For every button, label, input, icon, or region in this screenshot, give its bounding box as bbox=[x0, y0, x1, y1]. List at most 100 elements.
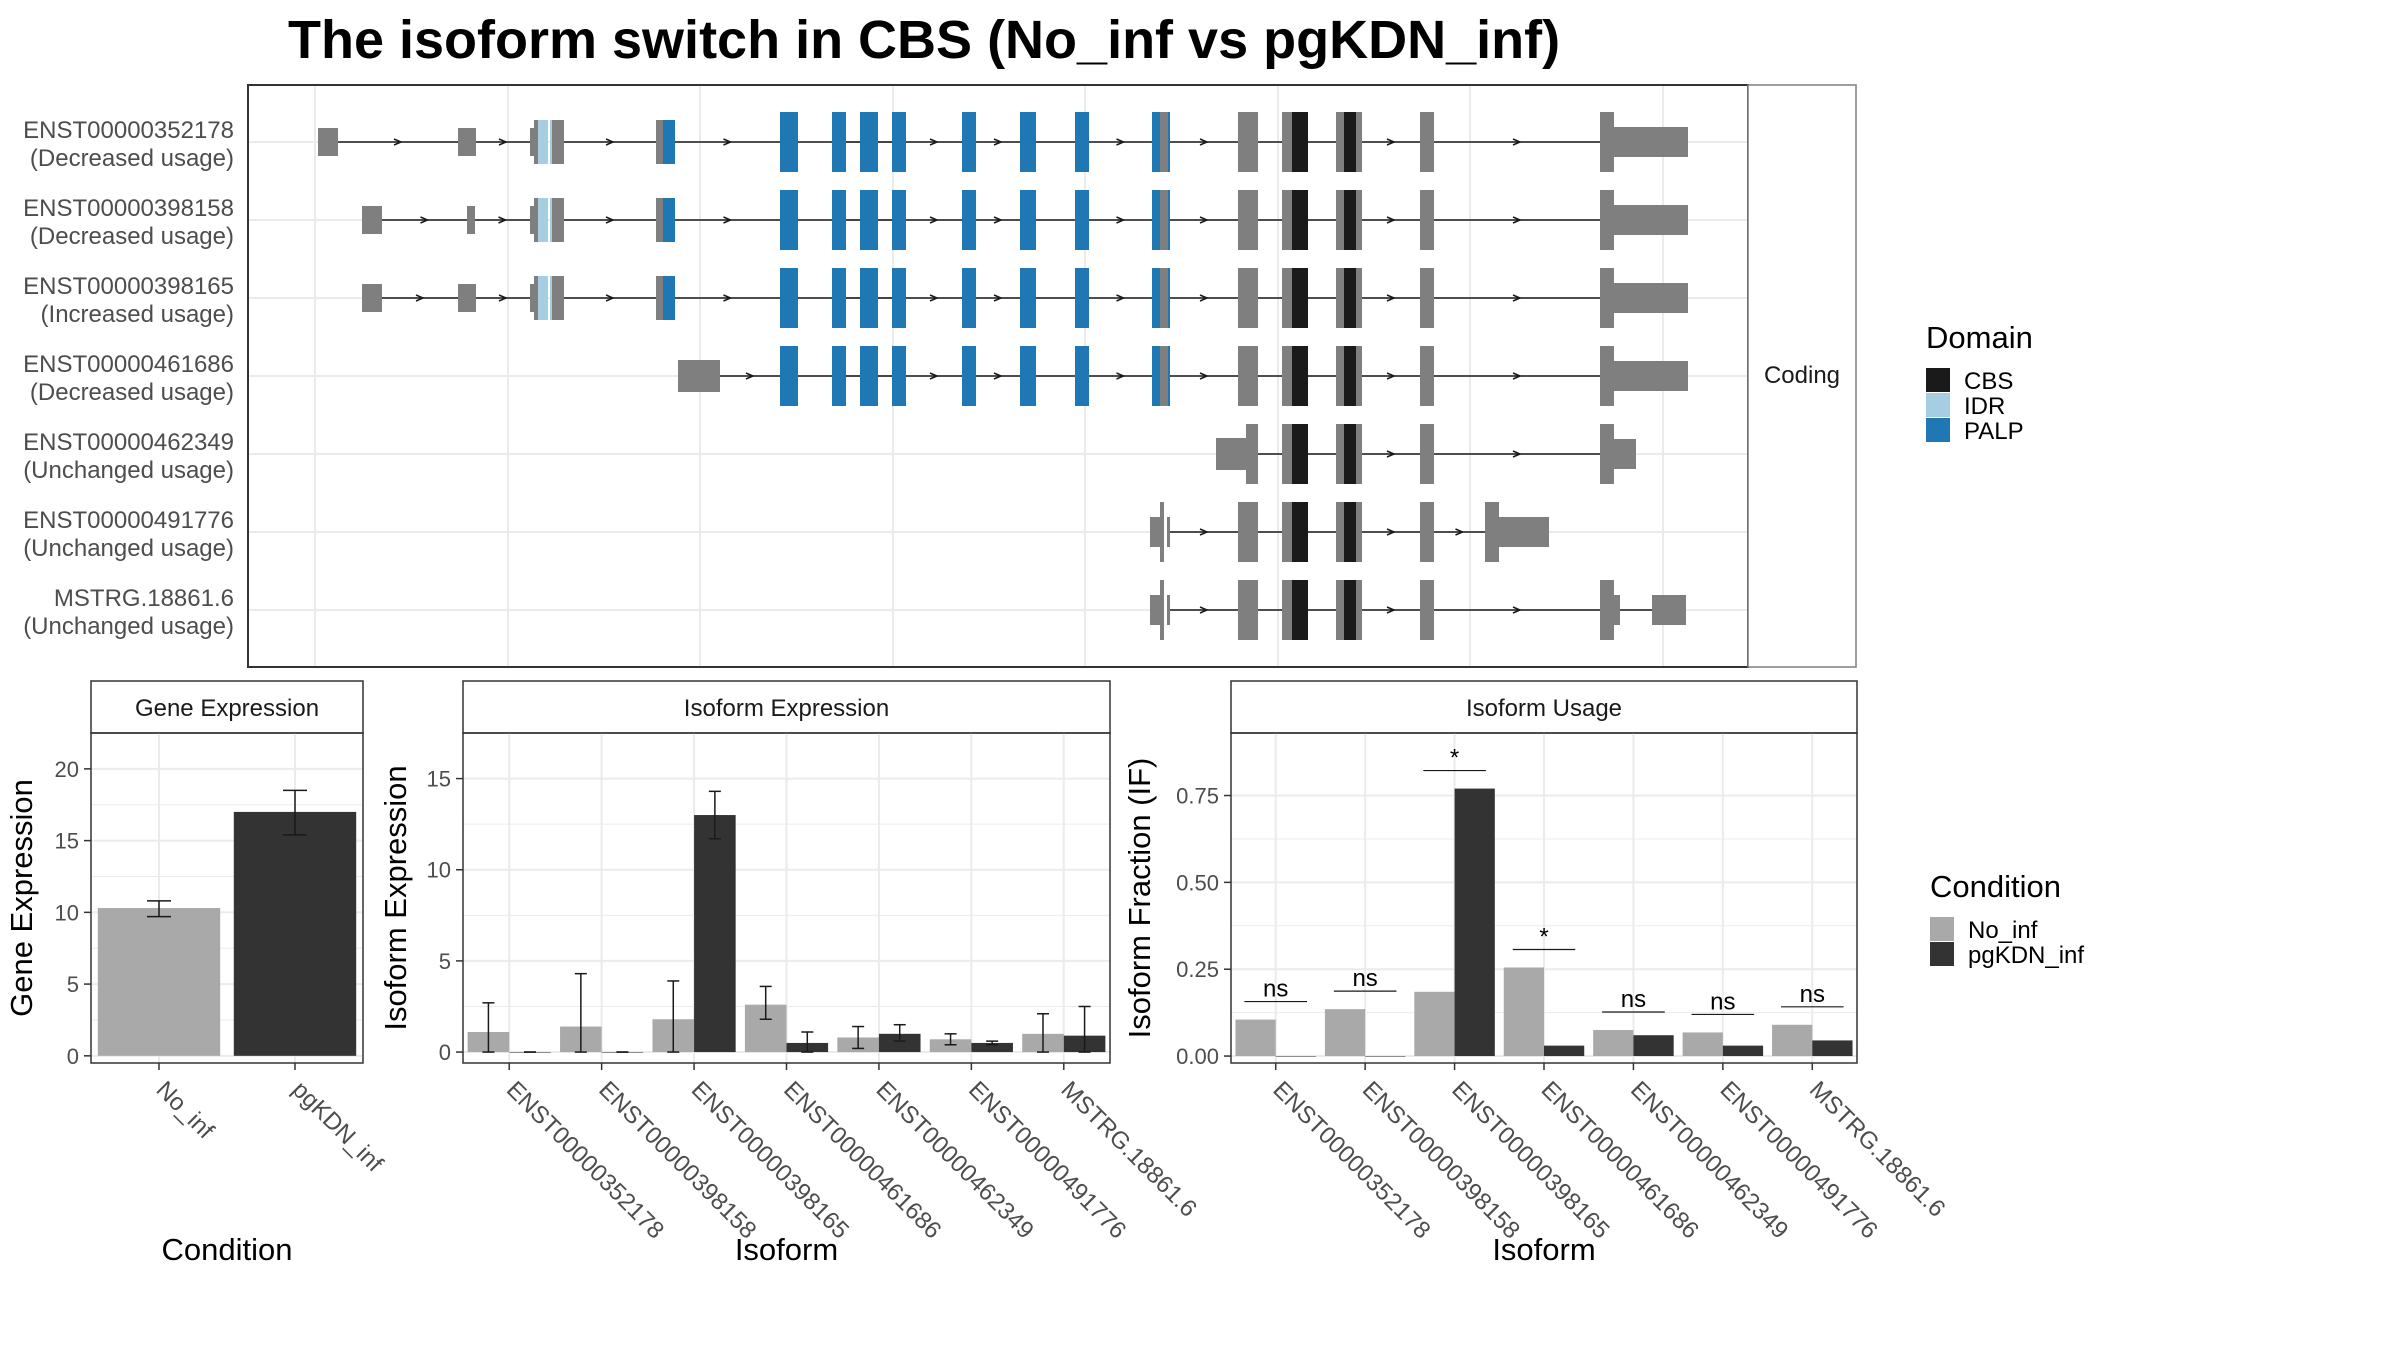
exon-cbs-domain bbox=[1292, 112, 1308, 172]
bar-No_inf bbox=[1772, 1024, 1813, 1057]
bar-No_inf bbox=[1414, 991, 1455, 1057]
strand-arrow bbox=[605, 216, 615, 224]
exon bbox=[530, 128, 536, 156]
strand-arrow bbox=[993, 216, 1003, 224]
y-tick-label: 10 bbox=[427, 858, 451, 883]
x-tick-label: ENST00000398158 bbox=[593, 1076, 761, 1244]
exon-palp-domain bbox=[1075, 268, 1089, 328]
isoform-usage-label: (Increased usage) bbox=[41, 301, 234, 328]
exon-palp-domain bbox=[860, 190, 878, 250]
exon bbox=[1282, 502, 1292, 562]
strand-arrow bbox=[929, 138, 939, 146]
y-tick-label: 10 bbox=[55, 900, 79, 925]
isoform-id-label: ENST00000461686 bbox=[23, 351, 234, 378]
exon bbox=[1160, 112, 1168, 172]
exon-palp-domain bbox=[962, 346, 976, 406]
bar-pgKDN_inf bbox=[694, 815, 736, 1053]
legend-key-IDR bbox=[1926, 393, 1950, 417]
exon bbox=[1282, 112, 1292, 172]
exon-cbs-domain bbox=[1292, 346, 1308, 406]
exon bbox=[1336, 346, 1344, 406]
exon-cbs-domain bbox=[1344, 424, 1356, 484]
exon bbox=[1160, 580, 1164, 640]
bar-pgKDN_inf bbox=[233, 811, 357, 1056]
exon bbox=[1336, 580, 1344, 640]
bar-No_inf bbox=[1324, 1009, 1366, 1057]
strand-arrow bbox=[1116, 216, 1126, 224]
strand-arrow bbox=[745, 372, 755, 380]
isoform-usage-label: (Unchanged usage) bbox=[23, 535, 234, 562]
exon-cbs-domain bbox=[1344, 268, 1356, 328]
exon-cbs-domain bbox=[1344, 346, 1356, 406]
exon bbox=[467, 206, 475, 234]
legend-key-PALP bbox=[1926, 418, 1950, 442]
strand-arrow bbox=[1199, 216, 1209, 224]
exon-palp-domain bbox=[962, 190, 976, 250]
exon-palp-domain bbox=[860, 268, 878, 328]
exon-cbs-domain bbox=[1292, 268, 1308, 328]
legend-label-No_inf: No_inf bbox=[1968, 917, 2038, 944]
significance-label: ns bbox=[1800, 981, 1825, 1008]
isoform-id-label: ENST00000352178 bbox=[23, 117, 234, 144]
strip-coding-label: Coding bbox=[1764, 362, 1840, 389]
bar-pgKDN_inf bbox=[878, 1033, 921, 1053]
exon bbox=[318, 128, 338, 156]
exon bbox=[1160, 346, 1168, 406]
x-axis-title: Isoform bbox=[1492, 1232, 1595, 1267]
exon bbox=[1282, 580, 1292, 640]
isoform-usage-label: (Unchanged usage) bbox=[23, 613, 234, 640]
strand-arrow bbox=[420, 216, 430, 224]
strand-arrow bbox=[723, 294, 733, 302]
x-tick-label: ENST00000461686 bbox=[1536, 1076, 1704, 1244]
exon bbox=[1160, 268, 1168, 328]
exon bbox=[1600, 346, 1614, 406]
x-tick-label: pgKDN_inf bbox=[287, 1076, 388, 1177]
exon-palp-domain bbox=[892, 346, 906, 406]
exon bbox=[1614, 127, 1688, 157]
exon bbox=[1420, 268, 1434, 328]
strand-arrow bbox=[1116, 138, 1126, 146]
exon bbox=[1420, 190, 1434, 250]
gene-expression-panel: Gene Expression 0 5 10 15 20 No_inf pgKDN_inf Co… bbox=[4, 680, 388, 1267]
y-tick-label: 5 bbox=[439, 949, 451, 974]
strand-arrow bbox=[1386, 138, 1396, 146]
exon-palp-domain bbox=[892, 112, 906, 172]
exon bbox=[1336, 190, 1344, 250]
x-tick-label: ENST00000398158 bbox=[1357, 1076, 1525, 1244]
exon bbox=[656, 120, 664, 164]
y-tick-label: 0 bbox=[439, 1040, 451, 1065]
exon-idr-region bbox=[538, 276, 548, 320]
strand-arrow bbox=[1199, 138, 1209, 146]
legend-label-IDR: IDR bbox=[1964, 393, 2005, 420]
exon bbox=[1600, 580, 1606, 640]
exon bbox=[1282, 424, 1292, 484]
y-tick-label: 5 bbox=[67, 972, 79, 997]
condition-legend-title: Condition bbox=[1930, 869, 2061, 904]
exon bbox=[1282, 346, 1292, 406]
bar-pgKDN_inf bbox=[1633, 1035, 1674, 1057]
exon bbox=[1282, 268, 1292, 328]
x-tick-label: ENST00000462349 bbox=[1625, 1076, 1793, 1244]
strand-arrow bbox=[1512, 606, 1522, 614]
exon bbox=[1238, 580, 1258, 640]
exon bbox=[1238, 346, 1258, 406]
strand-arrow bbox=[605, 294, 615, 302]
strand-arrow bbox=[415, 294, 425, 302]
strand-arrow bbox=[498, 216, 508, 224]
strand-arrow bbox=[929, 216, 939, 224]
exon bbox=[1485, 502, 1499, 562]
exon bbox=[1614, 205, 1688, 235]
exon bbox=[1420, 502, 1434, 562]
exon-gap bbox=[1164, 502, 1167, 562]
strand-arrow bbox=[1199, 528, 1209, 536]
x-tick-label: ENST00000352178 bbox=[501, 1076, 669, 1244]
exon bbox=[1246, 424, 1258, 484]
strand-arrow bbox=[1386, 606, 1396, 614]
exon-idr-region bbox=[538, 198, 548, 242]
exon bbox=[1614, 439, 1636, 469]
x-axis-title: Condition bbox=[162, 1232, 293, 1267]
bar-No_inf bbox=[1593, 1030, 1634, 1057]
strand-arrow bbox=[1512, 138, 1522, 146]
exon bbox=[1614, 595, 1620, 625]
exon-cbs-domain bbox=[1344, 190, 1356, 250]
